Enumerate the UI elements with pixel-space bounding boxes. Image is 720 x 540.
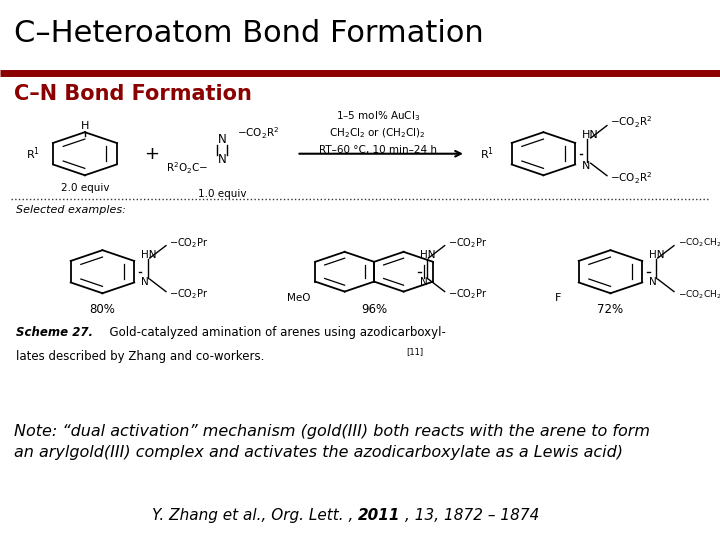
Text: Scheme 27.: Scheme 27. (16, 326, 93, 339)
Text: R$^1$: R$^1$ (27, 145, 40, 162)
Text: 2.0 equiv: 2.0 equiv (60, 183, 109, 193)
Text: N: N (141, 277, 149, 287)
Text: R$^1$: R$^1$ (480, 145, 494, 162)
Text: HN: HN (141, 250, 157, 260)
Text: $-$CO$_2$R$^2$: $-$CO$_2$R$^2$ (611, 171, 653, 186)
Text: 2011: 2011 (358, 508, 400, 523)
Text: N: N (420, 277, 428, 287)
Text: RT–60 °C, 10 min–24 h: RT–60 °C, 10 min–24 h (319, 145, 436, 154)
Text: $-$CO$_2$Pr: $-$CO$_2$Pr (169, 236, 209, 249)
Text: $-$CO$_2$Pr: $-$CO$_2$Pr (448, 236, 487, 249)
Text: $-$CO$_2$Pr: $-$CO$_2$Pr (169, 288, 209, 301)
Text: Gold-catalyzed amination of arenes using azodicarboxyl-: Gold-catalyzed amination of arenes using… (102, 326, 446, 339)
Text: N: N (218, 153, 227, 166)
Text: Selected examples:: Selected examples: (16, 206, 125, 215)
Text: C–N Bond Formation: C–N Bond Formation (14, 84, 252, 104)
Text: , 13, 1872 – 1874: , 13, 1872 – 1874 (405, 508, 539, 523)
Text: HN: HN (582, 130, 599, 140)
Text: CH$_2$Cl$_2$ or (CH$_2$Cl)$_2$: CH$_2$Cl$_2$ or (CH$_2$Cl)$_2$ (329, 126, 426, 140)
Text: $-$CO$_2$Pr: $-$CO$_2$Pr (448, 288, 487, 301)
Text: Note: “dual activation” mechanism (gold(III) both reacts with the arene to form: Note: “dual activation” mechanism (gold(… (14, 424, 650, 439)
Text: [11]: [11] (406, 347, 423, 356)
Text: $-$CO$_2$R$^2$: $-$CO$_2$R$^2$ (611, 115, 653, 131)
Text: HN: HN (420, 250, 436, 260)
Text: R$^2$O$_2$C$-$: R$^2$O$_2$C$-$ (166, 160, 208, 176)
Text: $-$CO$_2$CH$_2$CCl$_3$: $-$CO$_2$CH$_2$CCl$_3$ (678, 288, 720, 301)
Text: $-$CO$_2$R$^2$: $-$CO$_2$R$^2$ (236, 125, 279, 141)
Text: N: N (649, 277, 657, 287)
Text: 1–5 mol% AuCl$_3$: 1–5 mol% AuCl$_3$ (336, 110, 420, 123)
Text: H: H (81, 121, 89, 131)
Text: N: N (582, 161, 590, 171)
Text: Y. Zhang et al., Org. Lett. ,: Y. Zhang et al., Org. Lett. , (152, 508, 358, 523)
Text: 96%: 96% (361, 303, 387, 316)
Text: 80%: 80% (89, 303, 115, 316)
Text: N: N (218, 133, 227, 146)
Text: +: + (144, 145, 159, 163)
Text: C–Heteroatom Bond Formation: C–Heteroatom Bond Formation (14, 19, 484, 48)
Text: MeO: MeO (287, 293, 310, 303)
Text: $-$CO$_2$CH$_2$CCl$_3$: $-$CO$_2$CH$_2$CCl$_3$ (678, 237, 720, 249)
Text: F: F (554, 293, 561, 303)
Text: 1.0 equiv: 1.0 equiv (198, 189, 247, 199)
Text: lates described by Zhang and co-workers.: lates described by Zhang and co-workers. (16, 350, 264, 363)
Text: HN: HN (649, 250, 665, 260)
Text: 72%: 72% (598, 303, 624, 316)
Text: an arylgold(III) complex and activates the azodicarboxylate as a Lewis acid): an arylgold(III) complex and activates t… (14, 446, 624, 461)
